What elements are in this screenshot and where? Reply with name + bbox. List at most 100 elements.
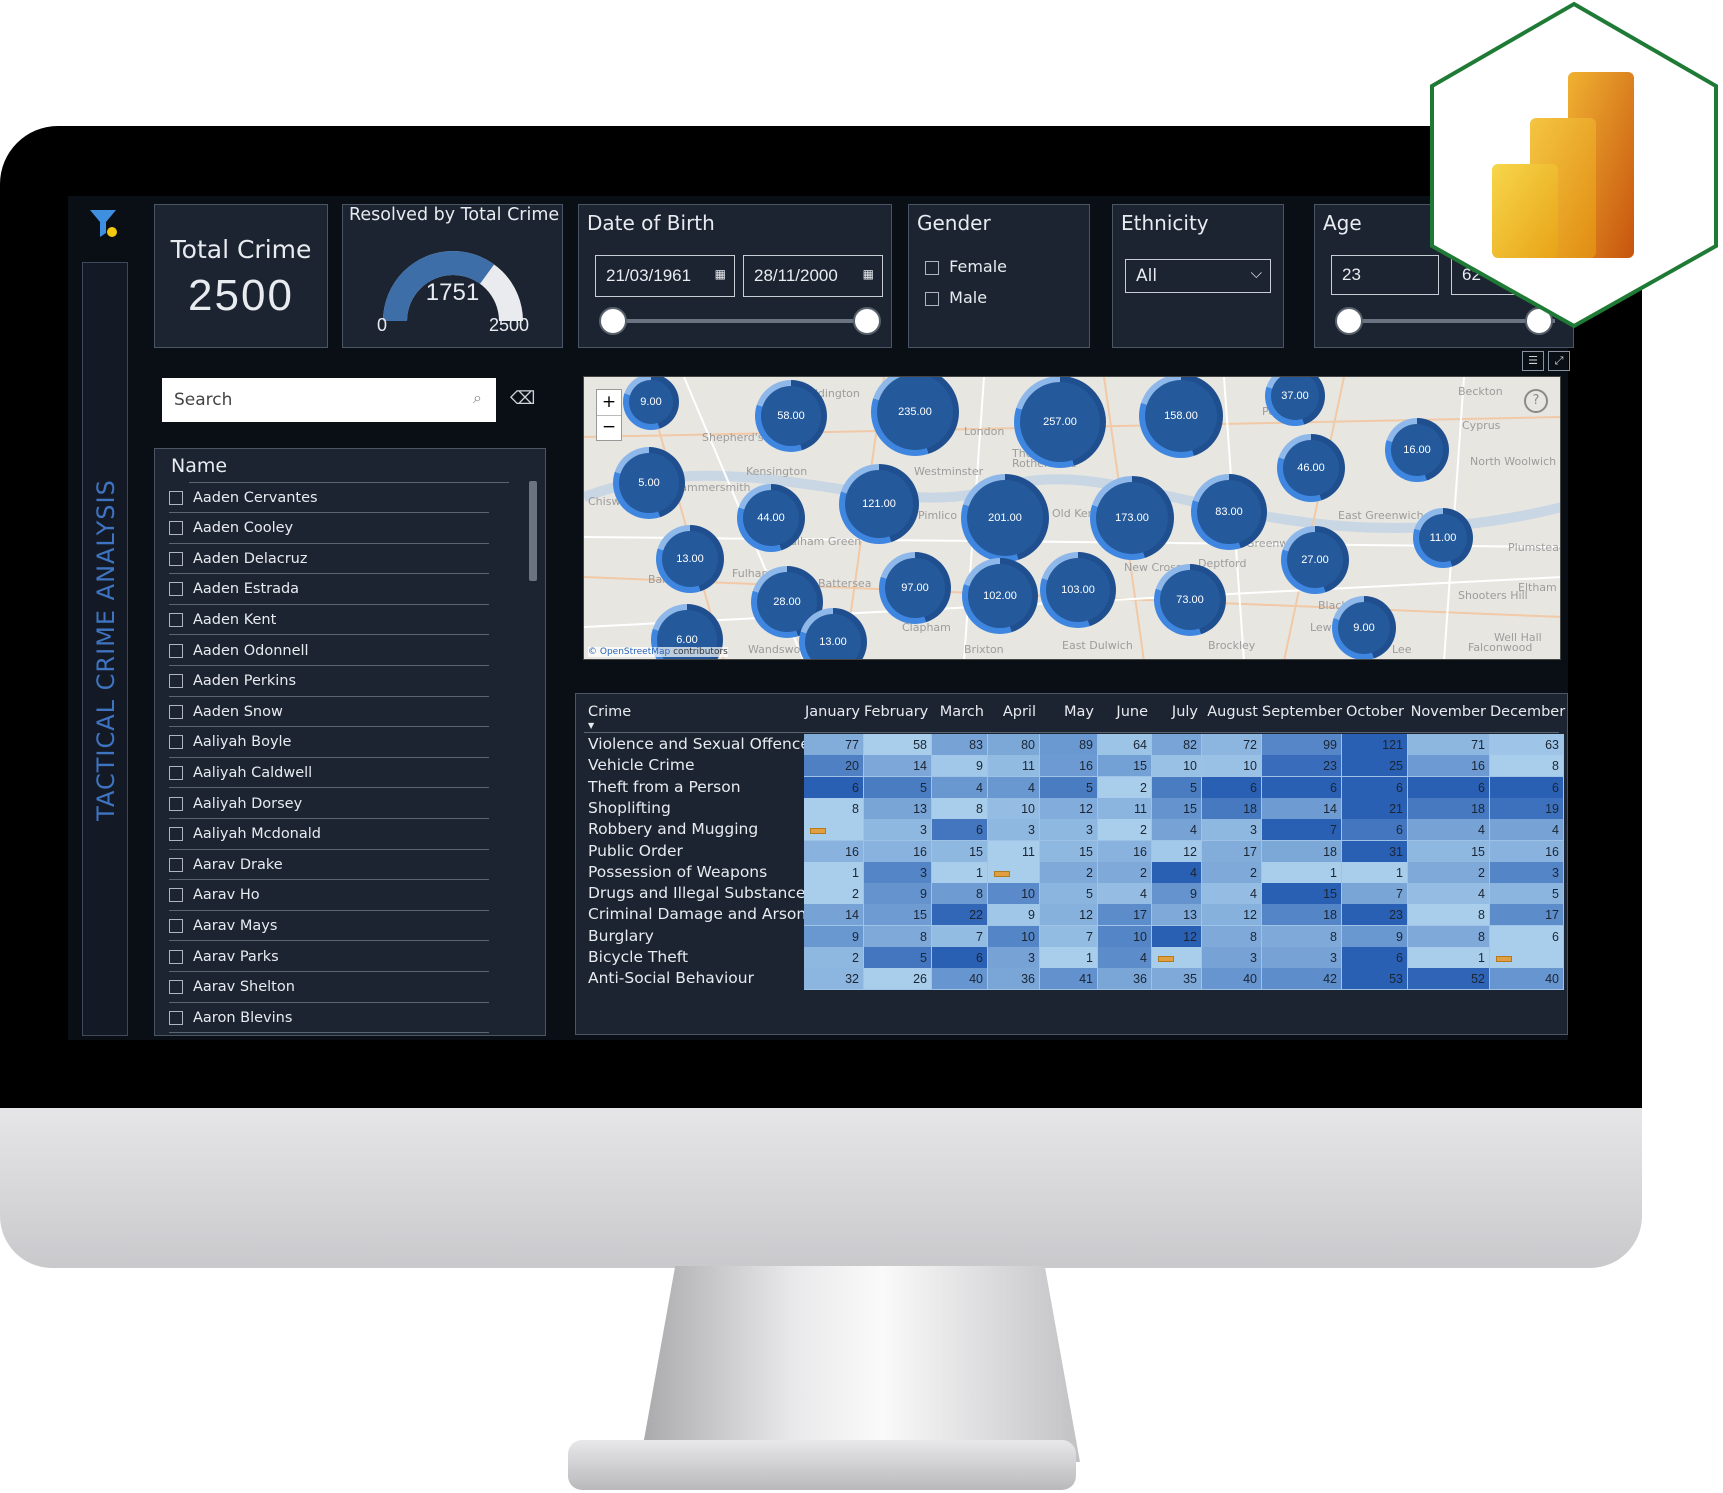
name-list-item[interactable]: Aarav Shelton	[169, 973, 489, 1003]
matrix-cell[interactable]: 15	[1408, 840, 1490, 863]
checkbox[interactable]	[169, 949, 183, 964]
matrix-cell[interactable]: 18	[1262, 840, 1342, 863]
name-list-item[interactable]: Aaden Kent	[169, 605, 489, 636]
map-cluster[interactable]: 121.00	[839, 464, 919, 544]
matrix-cell[interactable]: 31	[1342, 840, 1408, 863]
matrix-cell[interactable]: 4	[1098, 883, 1152, 906]
matrix-cell[interactable]: 17	[1202, 840, 1262, 863]
crime-row-label[interactable]: Bicycle Theft	[588, 948, 689, 966]
sort-icon[interactable]: ▼	[588, 721, 595, 730]
age-slider-track[interactable]	[1345, 319, 1555, 323]
matrix-cell[interactable]: 16	[864, 840, 932, 863]
name-list-item[interactable]: Aaliyah Dorsey	[169, 789, 489, 819]
filter-small-icon[interactable]: ☰	[1522, 351, 1544, 371]
matrix-cell[interactable]: 4	[1408, 883, 1490, 906]
matrix-cell[interactable]: 10	[1202, 755, 1262, 778]
matrix-cell[interactable]: 15	[1098, 755, 1152, 778]
map-cluster[interactable]: 11.00	[1413, 508, 1473, 568]
matrix-cell[interactable]: 17	[1098, 904, 1152, 927]
month-column-header[interactable]: November	[1410, 704, 1486, 720]
name-list-item[interactable]: Aarav Drake	[169, 850, 489, 881]
crime-row-label[interactable]: Burglary	[588, 926, 654, 945]
dob-slider-start-handle[interactable]	[599, 307, 627, 335]
matrix-cell[interactable]: 10	[988, 797, 1040, 820]
map-cluster[interactable]: 44.00	[737, 484, 805, 552]
crime-row-label[interactable]: Vehicle Crime	[588, 756, 695, 775]
matrix-cell[interactable]: 121	[1342, 734, 1408, 756]
matrix-cell[interactable]: 12	[1040, 904, 1098, 927]
matrix-cell[interactable]: 2	[1098, 819, 1152, 842]
matrix-cell[interactable]: 18	[1202, 797, 1262, 820]
matrix-cell[interactable]: 13	[1152, 904, 1202, 927]
name-list-item[interactable]: Aaliyah Mcdonald	[169, 820, 489, 850]
map-cluster[interactable]: 97.00	[879, 552, 951, 624]
matrix-cell[interactable]: 71	[1408, 734, 1490, 756]
map-cluster[interactable]: 158.00	[1139, 377, 1223, 458]
map-cluster[interactable]: 37.00	[1265, 377, 1325, 426]
matrix-cell[interactable]: 4	[1408, 819, 1490, 842]
month-column-header[interactable]: December	[1490, 704, 1566, 720]
matrix-cell[interactable]	[1152, 947, 1202, 969]
matrix-cell[interactable]: 5	[1040, 883, 1098, 906]
matrix-cell[interactable]: 16	[1040, 755, 1098, 778]
checkbox[interactable]	[925, 260, 939, 275]
matrix-cell[interactable]: 3	[1262, 947, 1342, 969]
map-cluster[interactable]: 103.00	[1040, 552, 1116, 628]
matrix-cell[interactable]: 3	[864, 819, 932, 842]
matrix-cell[interactable]: 22	[932, 904, 988, 927]
name-list-item[interactable]: Aaden Cervantes	[169, 483, 489, 513]
checkbox[interactable]	[169, 918, 183, 933]
search-icon[interactable]: ⌕	[473, 388, 482, 407]
search-input[interactable]: Search ⌕	[162, 378, 496, 422]
map-cluster[interactable]: 102.00	[962, 558, 1038, 634]
matrix-cell[interactable]: 8	[1202, 925, 1262, 948]
name-list-item[interactable]: Aaden Perkins	[169, 667, 489, 697]
month-column-header[interactable]: April	[1002, 704, 1036, 720]
matrix-cell[interactable]: 40	[1202, 968, 1262, 991]
matrix-cell[interactable]: 7	[1262, 819, 1342, 842]
matrix-cell[interactable]: 18	[1408, 797, 1490, 820]
matrix-cell[interactable]: 4	[1152, 861, 1202, 884]
matrix-cell[interactable]: 83	[932, 734, 988, 756]
matrix-cell[interactable]: 15	[1262, 883, 1342, 906]
map-cluster[interactable]: 27.00	[1281, 526, 1349, 594]
checkbox[interactable]	[169, 827, 183, 842]
matrix-cell[interactable]: 41	[1040, 968, 1098, 991]
matrix-cell[interactable]: 2	[804, 883, 864, 906]
crime-row-label[interactable]: Drugs and Illegal Substances	[588, 884, 814, 903]
matrix-cell[interactable]: 8	[1262, 925, 1342, 948]
crime-row-label[interactable]: Criminal Damage and Arson	[588, 905, 807, 924]
matrix-cell[interactable]: 58	[864, 734, 932, 756]
name-list-item[interactable]: Aaden Cooley	[169, 514, 489, 544]
matrix-cell[interactable]: 6	[1408, 776, 1490, 799]
matrix-cell[interactable]: 6	[1342, 776, 1408, 799]
matrix-cell[interactable]: 1	[1040, 947, 1098, 969]
ethnicity-dropdown[interactable]: All ⌵	[1125, 259, 1271, 293]
matrix-cell[interactable]: 4	[988, 776, 1040, 799]
gender-option-female[interactable]: Female	[925, 257, 1007, 276]
matrix-cell[interactable]: 36	[1098, 968, 1152, 991]
attribution-link[interactable]: © OpenStreetMap	[588, 647, 671, 657]
matrix-cell[interactable]: 6	[1490, 776, 1564, 799]
month-column-header[interactable]: October	[1345, 704, 1404, 720]
matrix-cell[interactable]: 40	[932, 968, 988, 991]
checkbox[interactable]	[169, 980, 183, 995]
dob-slider-end-handle[interactable]	[853, 307, 881, 335]
matrix-cell[interactable]: 5	[1490, 883, 1564, 906]
checkbox[interactable]	[169, 521, 183, 536]
matrix-cell[interactable]: 1	[804, 861, 864, 884]
name-list-item[interactable]: Aaden Delacruz	[169, 544, 489, 575]
checkbox[interactable]	[169, 1010, 183, 1025]
matrix-cell[interactable]: 8	[932, 797, 988, 820]
matrix-cell[interactable]: 12	[1152, 840, 1202, 863]
matrix-cell[interactable]: 15	[1040, 840, 1098, 863]
crime-row-label[interactable]: Shoplifting	[588, 798, 671, 817]
matrix-cell[interactable]: 5	[1152, 776, 1202, 799]
matrix-cell[interactable]: 52	[1408, 968, 1490, 991]
checkbox[interactable]	[169, 765, 183, 780]
matrix-cell[interactable]: 4	[1152, 819, 1202, 842]
checkbox[interactable]	[169, 888, 183, 903]
map-cluster[interactable]: 201.00	[961, 474, 1049, 562]
matrix-cell[interactable]: 3	[1040, 819, 1098, 842]
matrix-cell[interactable]: 3	[988, 947, 1040, 969]
